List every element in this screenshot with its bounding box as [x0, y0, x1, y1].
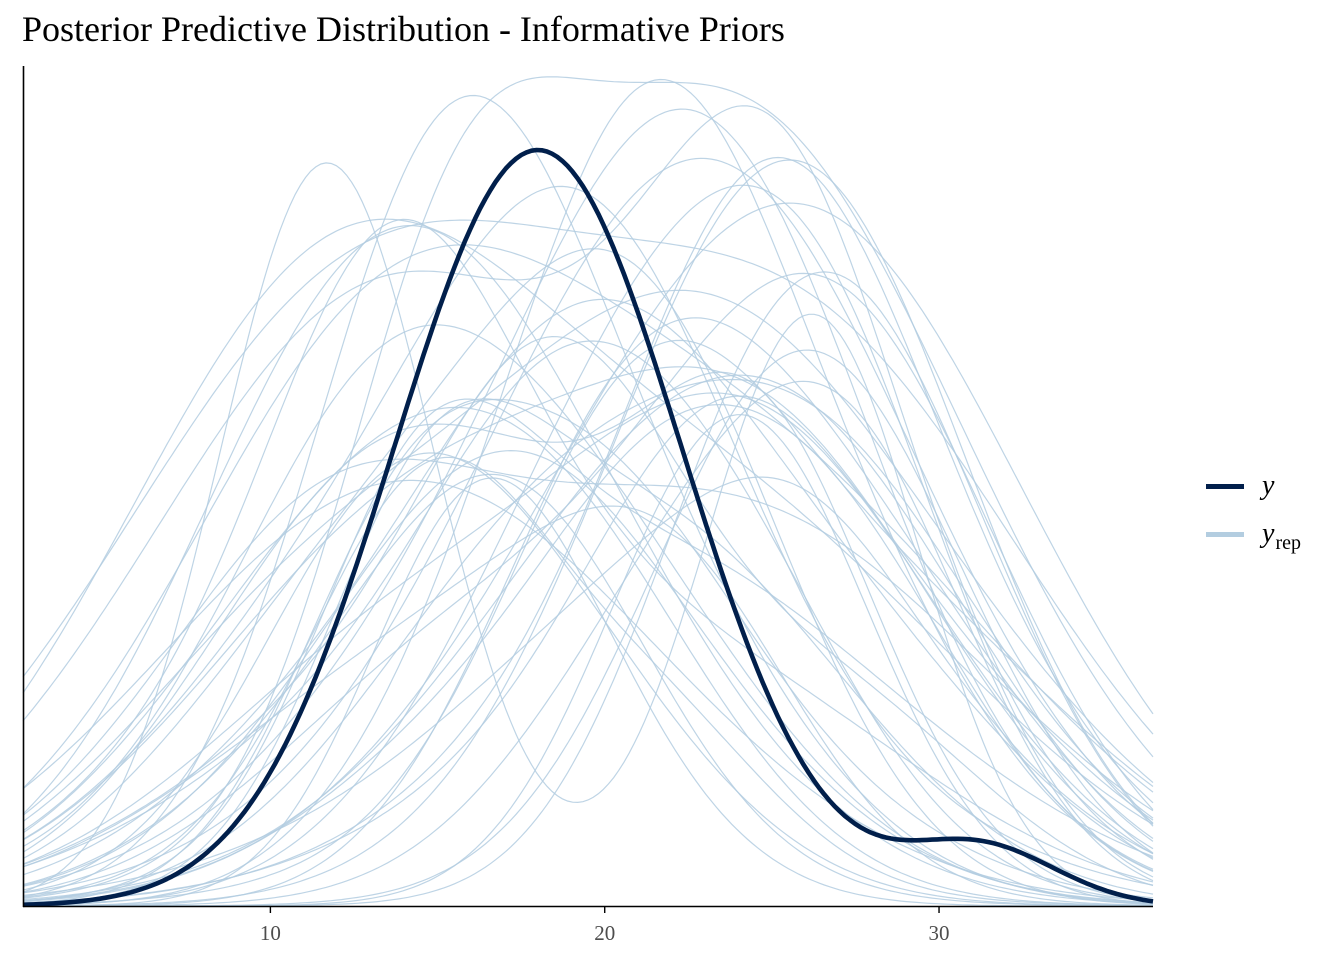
- yrep-line: [22, 289, 1154, 822]
- yrep-line: [22, 272, 1154, 893]
- legend-item-y: y: [1206, 462, 1301, 510]
- yrep-line: [22, 398, 1154, 905]
- x-tick-label: 30: [929, 921, 950, 945]
- yrep-line: [22, 505, 1154, 906]
- yrep-line: [22, 452, 1153, 907]
- legend: y yrep: [1206, 462, 1301, 558]
- yrep-line: [22, 398, 1154, 904]
- yrep-line: [22, 225, 1154, 905]
- yrep-line: [22, 184, 1154, 906]
- yrep-density-lines: [22, 76, 1154, 907]
- yrep-line: [22, 473, 1154, 907]
- yrep-line: [22, 298, 1154, 876]
- x-tick-label: 20: [594, 921, 615, 945]
- yrep-line: [22, 392, 1154, 865]
- yrep-line: [22, 248, 1154, 905]
- yrep-line: [22, 162, 1154, 903]
- y-density-line: [22, 147, 1154, 908]
- x-axis-ticks: 10 20 30: [260, 906, 950, 945]
- x-tick-label: 10: [260, 921, 281, 945]
- yrep-line: [23, 317, 1154, 907]
- yrep-line: [22, 185, 1154, 886]
- yrep-line: [22, 476, 1154, 896]
- yrep-line: [22, 456, 1154, 907]
- legend-key-y: [1206, 483, 1244, 489]
- yrep-line: [23, 380, 1154, 907]
- yrep-line: [22, 395, 1154, 904]
- legend-label-yrep: yrep: [1262, 518, 1301, 554]
- yrep-line: [22, 94, 1154, 905]
- legend-label-yrep-subscript: rep: [1275, 532, 1301, 554]
- yrep-line: [22, 479, 1154, 902]
- legend-label-y: y: [1262, 470, 1275, 501]
- legend-key-yrep: [1206, 531, 1244, 537]
- yrep-line: [22, 156, 1154, 904]
- yrep-line: [22, 76, 1154, 899]
- yrep-line: [22, 398, 1154, 902]
- yrep-line: [22, 244, 1154, 793]
- yrep-line: [22, 335, 1154, 887]
- yrep-line: [22, 202, 1154, 902]
- yrep-line: [22, 366, 1154, 855]
- yrep-line: [23, 78, 1154, 906]
- yrep-line: [22, 340, 1154, 902]
- chart-title: Posterior Predictive Distribution - Info…: [22, 9, 785, 49]
- yrep-line: [23, 159, 1154, 907]
- yrep-line: [22, 371, 1154, 902]
- yrep-line: [22, 219, 1154, 735]
- yrep-line: [22, 449, 1154, 904]
- yrep-line: [22, 218, 1154, 825]
- yrep-line: [22, 406, 1154, 907]
- legend-item-yrep: yrep: [1206, 510, 1301, 558]
- yrep-line: [22, 157, 1154, 894]
